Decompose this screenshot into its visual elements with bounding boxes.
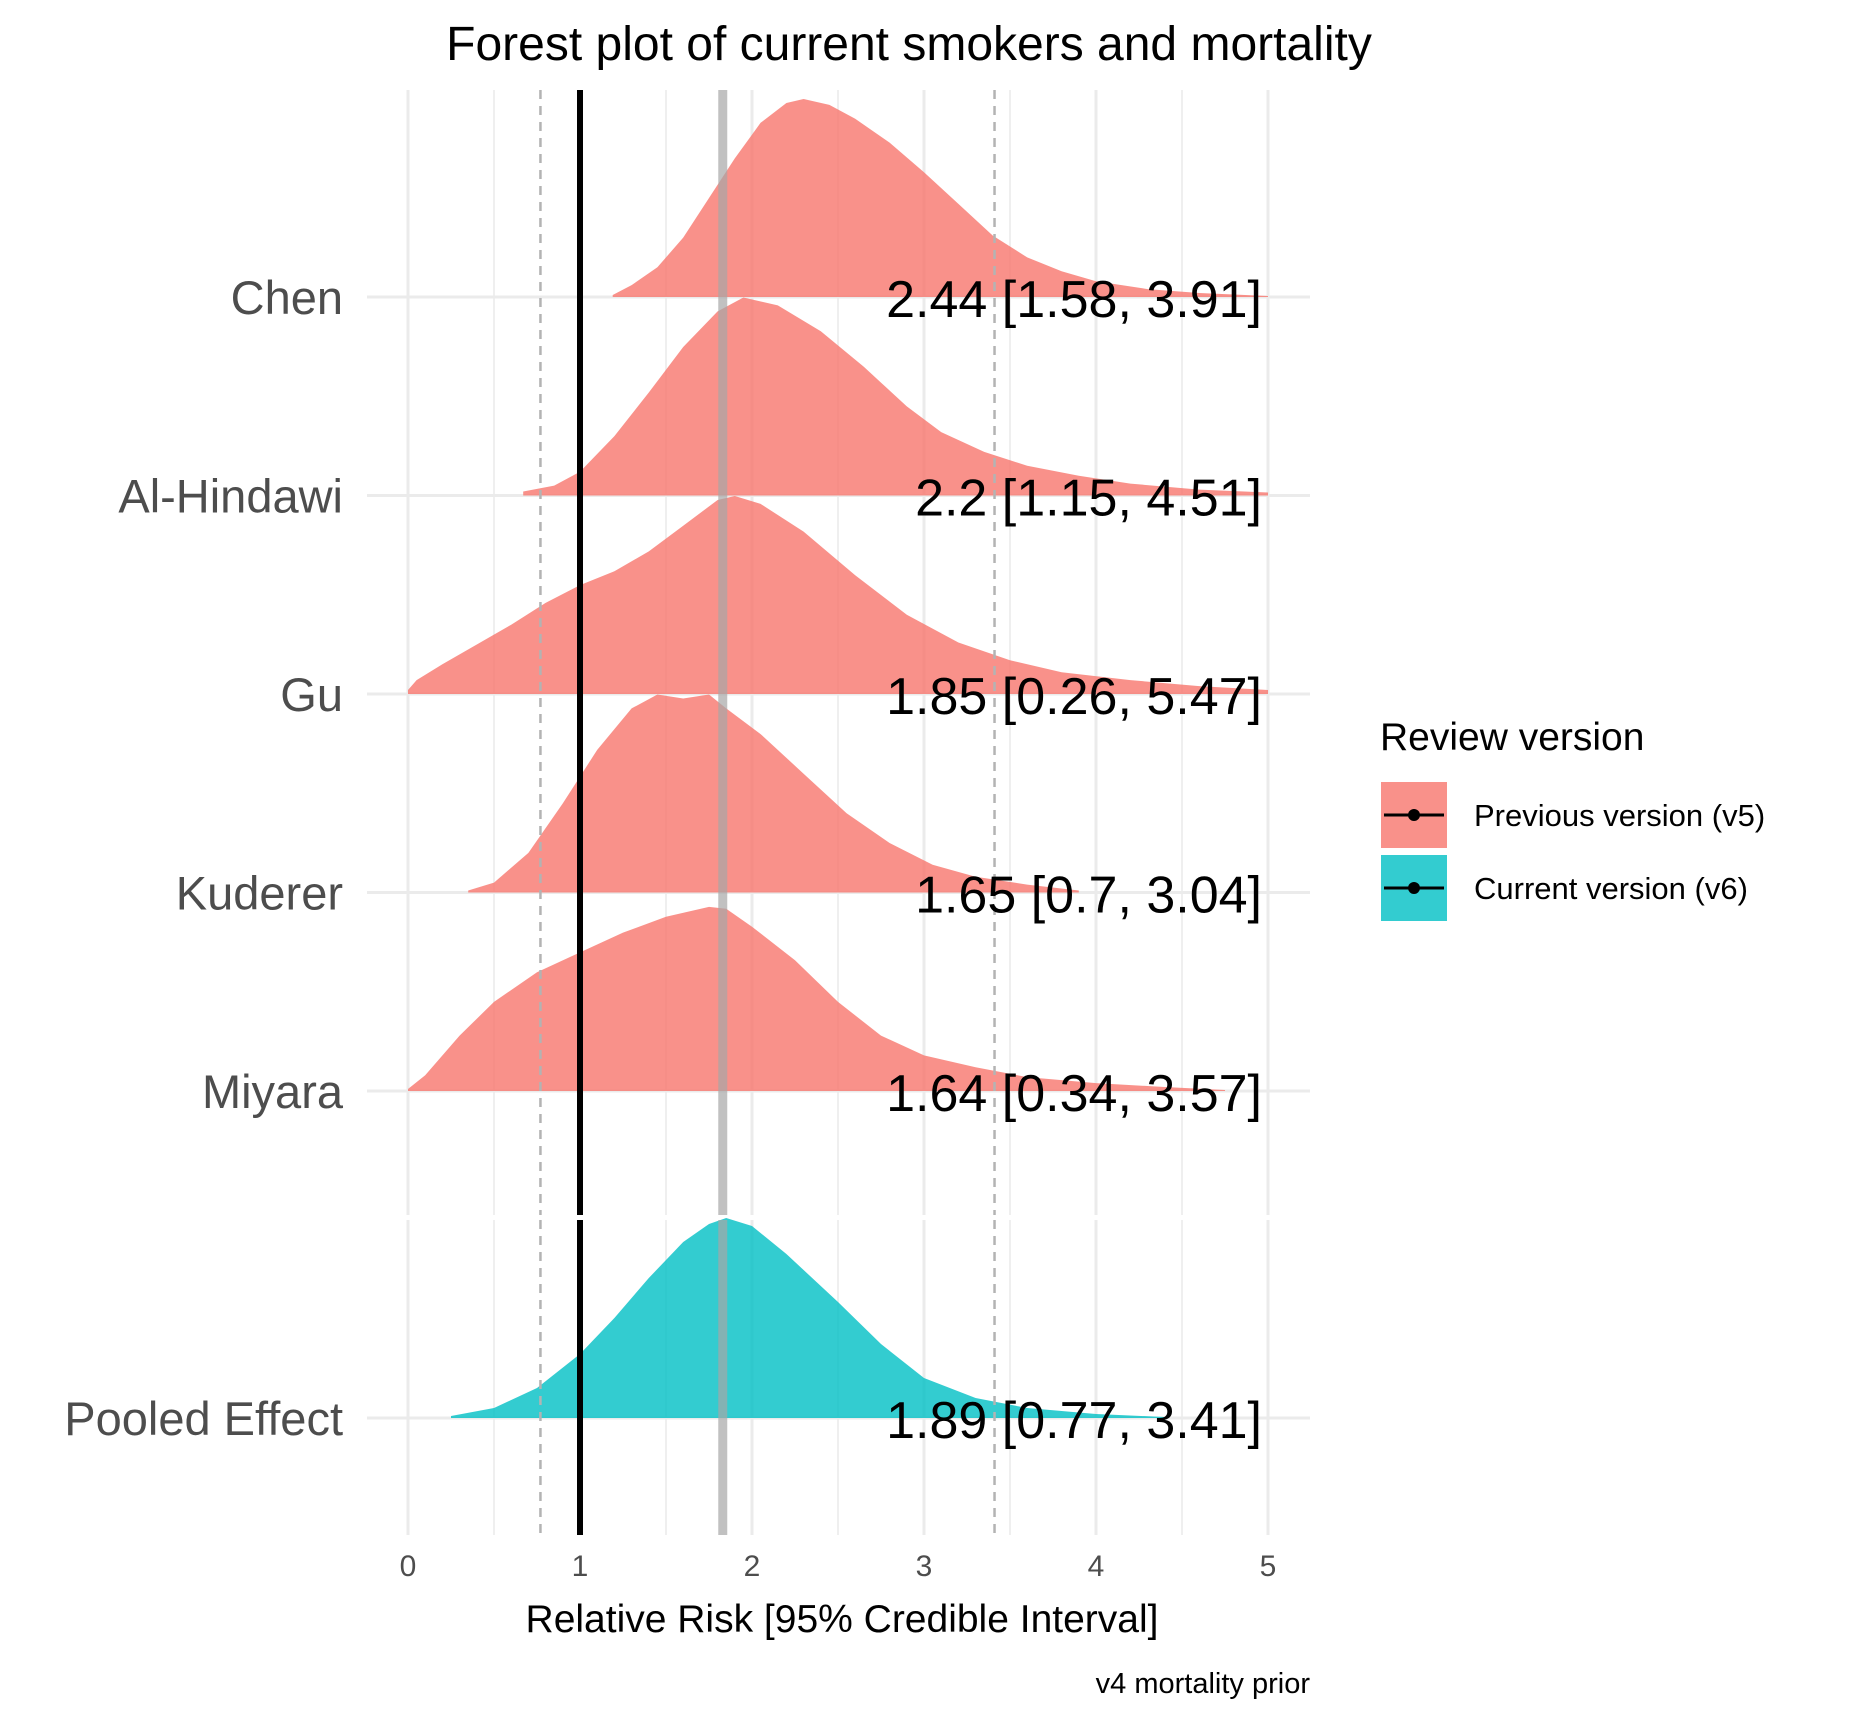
density-ridge-al-hindawi [523,297,1268,496]
legend-key-point-previous [1408,809,1420,821]
x-tick-label-5: 5 [1260,1550,1277,1583]
x-tick-label-1: 1 [572,1550,589,1583]
density-ridge-gu [408,496,1268,694]
estimate-label-chen: 2.44 [1.58, 3.91] [886,271,1262,329]
study-label-gu: Gu [280,668,343,721]
density-ridge-chen [612,99,1268,297]
legend-item-previous: Previous version (v5) [1381,782,1765,848]
reference-lines [539,90,996,1535]
x-axis: 0 1 2 3 4 5 [400,1550,1277,1583]
estimate-labels: 2.44 [1.58, 3.91] 2.2 [1.15, 4.51] 1.85 [0… [886,271,1262,1450]
estimate-label-pooled-effect: 1.89 [0.77, 3.41] [886,1392,1262,1450]
legend-title: Review version [1380,716,1644,759]
x-tick-label-2: 2 [744,1550,761,1583]
estimate-label-miyara: 1.64 [0.34, 3.57] [886,1065,1262,1123]
ridges [408,99,1268,1418]
study-label-pooled-effect: Pooled Effect [64,1392,343,1445]
study-label-miyara: Miyara [202,1065,344,1118]
study-label-al-hindawi: Al-Hindawi [118,470,343,523]
study-label-chen: Chen [231,271,343,324]
density-ridge-miyara [408,906,1225,1091]
x-tick-label-0: 0 [400,1550,417,1583]
density-ridge-pooled-effect [451,1218,1165,1418]
legend-label-previous: Previous version (v5) [1474,798,1765,833]
estimate-label-kuderer: 1.65 [0.7, 3.04] [915,867,1262,925]
x-axis-title: Relative Risk [95% Credible Interval] [526,1598,1159,1641]
legend-item-current: Current version (v6) [1381,855,1748,921]
x-tick-label-4: 4 [1088,1550,1105,1583]
legend: Review version Previous version (v5) Cur… [1380,716,1765,921]
chart-title: Forest plot of current smokers and morta… [446,18,1372,71]
legend-label-current: Current version (v6) [1474,871,1748,906]
x-tick-label-3: 3 [916,1550,933,1583]
caption: v4 mortality prior [1096,1668,1311,1700]
study-label-kuderer: Kuderer [176,867,343,920]
legend-key-point-current [1408,882,1420,894]
estimate-label-gu: 1.85 [0.26, 5.47] [886,668,1262,726]
density-ridge-kuderer [468,694,1079,893]
estimate-label-al-hindawi: 2.2 [1.15, 4.51] [915,470,1262,528]
study-labels: Chen Al-Hindawi Gu Kuderer Miyara Pooled Effe… [64,271,344,1445]
